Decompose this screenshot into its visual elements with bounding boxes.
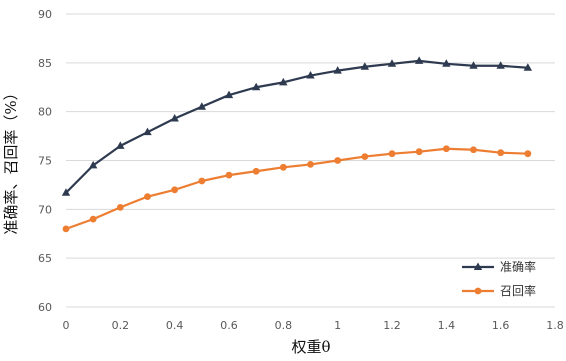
point-marker-1-9 xyxy=(307,161,314,168)
x-tick-label: 1.4 xyxy=(438,319,456,332)
point-marker-0-10 xyxy=(333,66,342,74)
series-layer xyxy=(61,56,533,233)
point-marker-1-16 xyxy=(497,149,505,157)
point-marker-1-17 xyxy=(524,150,532,158)
x-tick-label: 1.8 xyxy=(546,319,564,332)
y-tick-label: 90 xyxy=(38,8,52,21)
y-tick-label: 75 xyxy=(38,155,52,168)
point-marker-1-11 xyxy=(361,153,369,160)
point-marker-1-0 xyxy=(62,225,70,233)
x-tick-label: 0.4 xyxy=(166,319,184,332)
y-axis-label: 准确率、召回率（%） xyxy=(2,85,20,234)
point-marker-1-6 xyxy=(225,171,233,179)
legend-marker-1 xyxy=(474,287,482,295)
point-marker-1-15 xyxy=(470,146,477,154)
point-marker-1-12 xyxy=(388,150,396,158)
series-line-1 xyxy=(65,147,528,230)
legend-label-1: 召回率 xyxy=(500,283,536,298)
point-marker-0-4 xyxy=(170,114,179,122)
gridlines xyxy=(66,13,555,308)
series-line-0 xyxy=(65,59,528,194)
y-tick-label: 70 xyxy=(38,203,52,216)
point-marker-1-14 xyxy=(442,145,450,153)
point-marker-0-2 xyxy=(116,141,125,149)
point-marker-0-3 xyxy=(143,127,152,136)
x-tick-label: 0.8 xyxy=(275,319,293,332)
point-marker-1-4 xyxy=(171,186,179,194)
point-marker-1-10 xyxy=(334,157,342,164)
point-marker-0-9 xyxy=(306,71,315,79)
point-marker-0-8 xyxy=(279,77,288,86)
x-tick-label: 1.6 xyxy=(492,319,510,332)
legend-label-0: 准确率 xyxy=(500,259,536,274)
x-tick-label: 0.2 xyxy=(112,319,130,332)
y-tick-label: 80 xyxy=(38,106,52,119)
y-tick-label: 65 xyxy=(38,252,52,265)
point-marker-0-1 xyxy=(88,160,98,169)
point-marker-1-5 xyxy=(198,177,206,185)
point-marker-0-12 xyxy=(387,59,397,67)
y-tick-label: 60 xyxy=(38,301,52,314)
x-tick-label: 0 xyxy=(63,319,70,332)
point-marker-1-7 xyxy=(252,167,260,175)
point-marker-0-7 xyxy=(251,82,261,91)
point-marker-1-8 xyxy=(279,163,287,171)
x-tick-label: 1 xyxy=(334,319,341,332)
point-marker-0-6 xyxy=(224,90,234,99)
point-marker-0-16 xyxy=(496,61,505,69)
point-marker-0-14 xyxy=(442,59,451,67)
x-tick-label: 1.2 xyxy=(383,319,401,332)
point-marker-0-11 xyxy=(360,62,370,70)
x-axis-label: 权重θ xyxy=(291,338,330,356)
point-marker-1-3 xyxy=(144,193,151,201)
point-marker-0-5 xyxy=(197,102,207,110)
x-tick-label: 0.6 xyxy=(220,319,238,332)
y-tick-label: 85 xyxy=(38,57,52,70)
tick-labels: 60 65 70 75 80 85 90 0 0.2 0.4 0.6 0.8 1 1.2 1.4 1.6 1.8 xyxy=(38,8,564,332)
point-marker-0-13 xyxy=(414,56,424,64)
point-marker-1-1 xyxy=(89,215,97,223)
legend-marker-0 xyxy=(473,262,483,270)
point-marker-0-15 xyxy=(469,61,478,69)
point-marker-1-13 xyxy=(415,148,423,156)
point-marker-1-2 xyxy=(116,203,124,211)
point-marker-0-17 xyxy=(523,63,533,71)
point-marker-0-0 xyxy=(61,188,71,196)
